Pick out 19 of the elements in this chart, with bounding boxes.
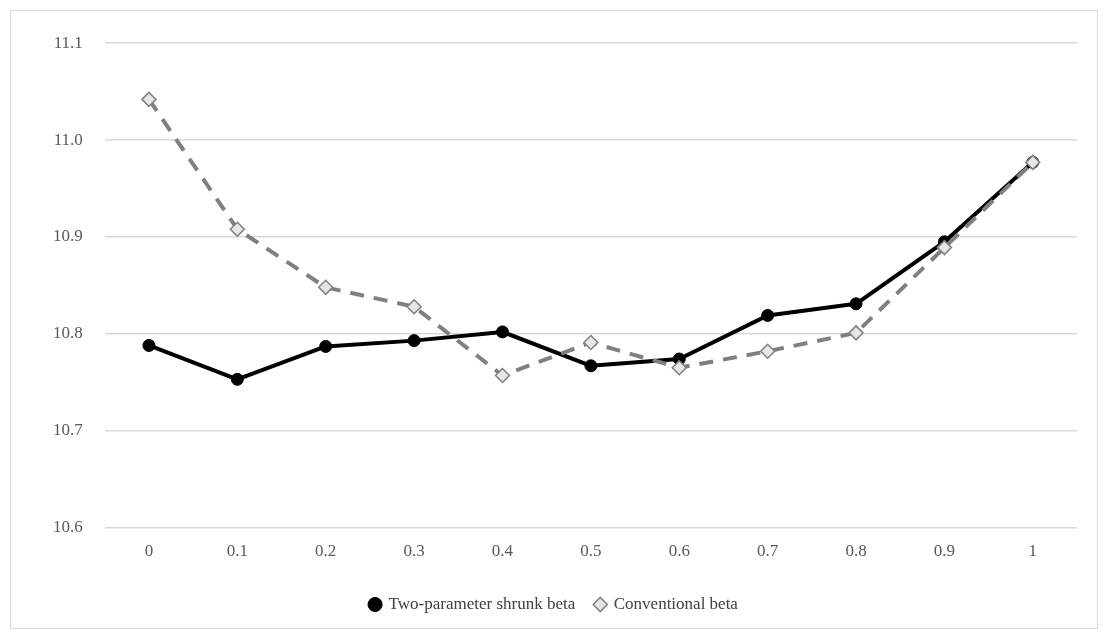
y-tick-label: 10.8: [53, 323, 83, 343]
y-tick-label: 10.6: [53, 517, 83, 537]
x-tick-label: 0.8: [845, 541, 867, 561]
y-tick-label: 11.0: [53, 129, 83, 149]
y-tick-label: 10.9: [53, 226, 83, 246]
x-tick-label: 0.1: [226, 541, 248, 561]
x-tick-label: 0.9: [933, 541, 956, 561]
legend-label: Two-parameter shrunk beta: [388, 593, 576, 613]
x-tick-label: 0: [144, 541, 154, 561]
x-tick-label: 0.5: [580, 541, 602, 561]
x-tick-label: 0.6: [668, 541, 690, 561]
x-tick-label: 0.3: [403, 541, 425, 561]
x-tick-label: 0.2: [315, 541, 337, 561]
y-tick-label: 11.1: [53, 32, 83, 52]
x-tick-label: 1: [1028, 541, 1038, 561]
y-tick-label: 10.7: [53, 420, 84, 440]
x-tick-label: 0.7: [757, 541, 779, 561]
legend-label: Conventional beta: [613, 593, 739, 613]
x-tick-label: 0.4: [491, 541, 514, 561]
